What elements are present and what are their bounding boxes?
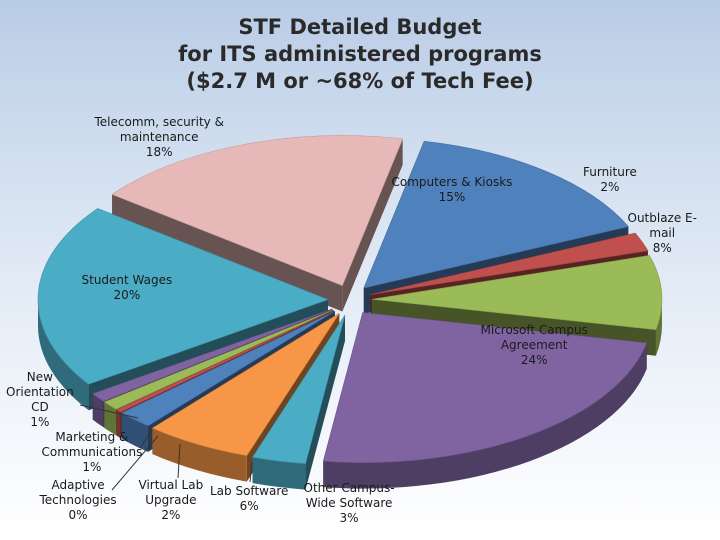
slice-label-adaptive: Adaptive Technologies 0%: [40, 478, 117, 523]
slice-top-telecomm: [111, 135, 404, 286]
slice-wall-other_campus-0: [305, 314, 345, 490]
slice-label-text: New: [26, 370, 53, 384]
slice-value-label: 2%: [161, 507, 181, 522]
slice-top-new_orientation: [92, 308, 333, 402]
slice-top-adaptive: [115, 310, 334, 413]
slice-label-text: CD: [31, 400, 49, 414]
slice-label-text: Outblaze E-: [627, 210, 697, 225]
slice-value-label: 18%: [145, 144, 173, 159]
slice-label-text: Orientation: [6, 385, 74, 399]
slice-label-text: Computers & Kiosks: [391, 175, 513, 189]
chart-title-line-3: ($2.7 M or ~68% of Tech Fee): [186, 69, 534, 93]
slice-label-furniture: Furniture 2%: [583, 165, 637, 195]
slice-label-text: Adaptive: [51, 477, 105, 492]
slice-value-label: 8%: [652, 240, 672, 255]
slice-value-label: 0%: [68, 507, 88, 522]
slice-side-lab_software-0: [152, 428, 247, 482]
slice-label-virtual_lab: Virtual Lab Upgrade 2%: [139, 478, 204, 523]
slice-label-text: mail: [649, 225, 676, 240]
leader-line-new_orientation: [79, 404, 139, 419]
slice-label-text: Virtual Lab: [138, 477, 204, 492]
slice-top-virtual_lab: [121, 310, 335, 427]
slice-top-outblaze: [371, 255, 663, 331]
slice-value-label: 24%: [520, 352, 548, 367]
leader-line-virtual_lab: [177, 443, 181, 479]
slice-side-microsoft-0: [323, 342, 647, 489]
slice-value-label: 6%: [239, 499, 259, 513]
slice-label-text: Furniture: [583, 165, 637, 179]
slice-side-student_wages-0: [38, 299, 89, 411]
slice-label-text: Upgrade: [145, 492, 197, 507]
slice-label-text: Other Campus-: [303, 480, 395, 495]
slice-label-outblaze: Outblaze E-mail 8%: [628, 211, 697, 256]
chart-title-line-2: for ITS administered programs: [178, 42, 542, 66]
slice-side-new_orientation-0: [92, 393, 104, 428]
slice-label-text: Agreement: [500, 337, 568, 352]
slice-value-label: 1%: [30, 415, 50, 429]
slice-top-student_wages: [37, 208, 329, 385]
slice-label-text: Microsoft Campus: [480, 322, 588, 337]
slice-label-telecomm: Telecomm, security & maintenance 18%: [95, 115, 224, 160]
slice-label-other_campus: Other Campus- Wide Software 3%: [304, 481, 395, 526]
slice-label-text: Technologies: [39, 492, 117, 507]
slice-label-text: maintenance: [119, 129, 199, 144]
slice-top-furniture: [370, 232, 649, 295]
slice-side-other_campus-0: [252, 457, 306, 490]
slice-label-marketing: Marketing & Communications 1%: [42, 430, 143, 475]
slice-label-text: Wide Software: [305, 495, 393, 510]
slice-top-other_campus: [252, 314, 346, 464]
slice-value-label: 2%: [600, 180, 620, 194]
slice-label-computers: Computers & Kiosks 15%: [392, 175, 513, 205]
slice-microsoft: [322, 312, 648, 489]
slice-value-label: 20%: [113, 288, 141, 302]
slice-value-label: 1%: [82, 459, 102, 474]
slice-label-lab_software: Lab Software 6%: [210, 484, 288, 514]
slice-top-lab_software: [151, 313, 340, 456]
slice-label-new_orientation: New Orientation CD 1%: [6, 370, 74, 430]
slice-label-text: Telecomm, security &: [94, 114, 224, 129]
slice-label-microsoft: Microsoft Campus Agreement 24%: [481, 323, 588, 368]
leader-line-marketing: [139, 429, 153, 449]
slice-wall-telecomm-1: [342, 138, 403, 312]
slice-label-text: Marketing &: [55, 429, 129, 444]
slice-side-adaptive-0: [116, 409, 121, 439]
leader-line-adaptive: [111, 435, 159, 491]
slice-top-microsoft: [322, 312, 648, 463]
slice-label-student_wages: Student Wages 20%: [82, 273, 173, 303]
slice-side-outblaze-0: [655, 299, 662, 356]
chart-title-line-1: STF Detailed Budget: [238, 15, 482, 39]
slice-other_campus: [252, 314, 346, 490]
slice-top-marketing: [103, 309, 334, 410]
slice-value-label: 3%: [339, 510, 359, 525]
slice-side-marketing-0: [104, 402, 116, 436]
chart-title: STF Detailed Budget for ITS administered…: [0, 14, 720, 95]
slice-label-text: Communications: [41, 444, 143, 459]
slice-top-computers: [363, 140, 629, 289]
leader-line-lab_software: [249, 461, 253, 483]
slice-label-text: Lab Software: [210, 484, 289, 498]
slice-side-virtual_lab-0: [121, 412, 148, 452]
slice-label-text: Student Wages: [81, 273, 173, 287]
slice-value-label: 15%: [438, 190, 466, 204]
